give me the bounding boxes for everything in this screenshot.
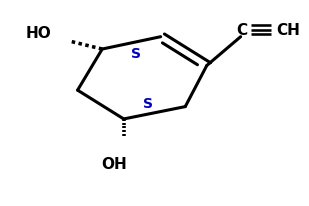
Text: OH: OH [102,156,127,171]
Text: CH: CH [276,23,300,38]
Text: HO: HO [25,26,51,41]
Text: C: C [237,23,248,38]
Text: S: S [131,47,141,61]
Text: S: S [143,96,153,110]
